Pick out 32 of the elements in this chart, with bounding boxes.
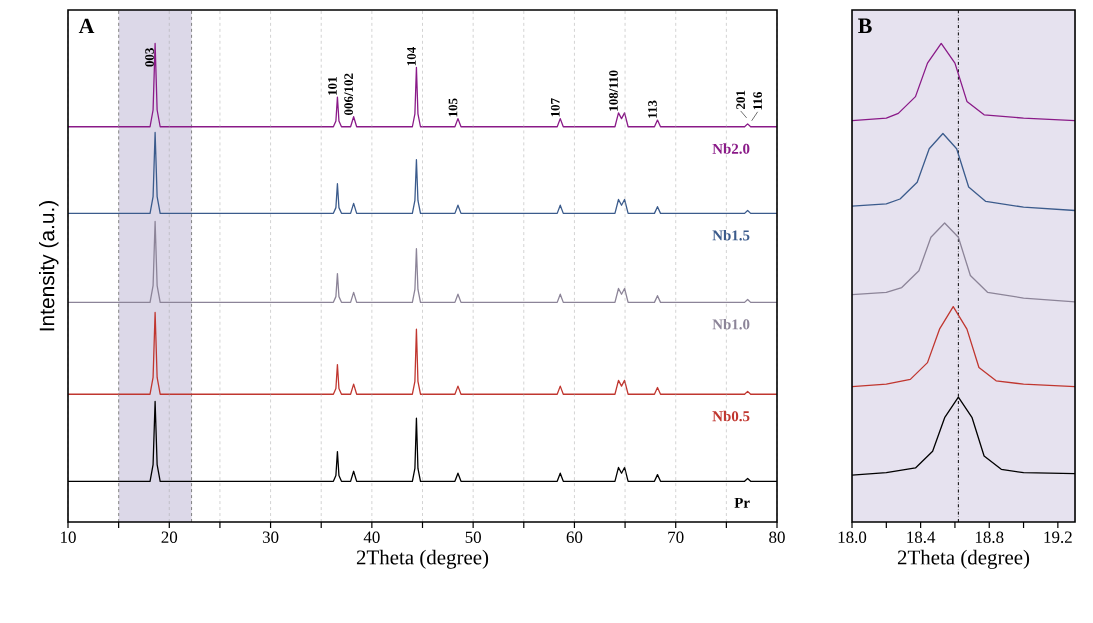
x-tick-label: 18.8 bbox=[975, 531, 1004, 543]
x-tick-label: 70 bbox=[668, 531, 684, 543]
x-tick-label: 60 bbox=[566, 531, 583, 543]
annotation: 107 bbox=[550, 98, 560, 117]
annotation: 101 bbox=[328, 77, 337, 95]
series-label: Nb1.0 bbox=[712, 318, 750, 330]
series-label: Nb1.5 bbox=[712, 229, 750, 241]
x-tick-label: 20 bbox=[161, 531, 178, 543]
y-axis-title: Intensity (a.u.) bbox=[39, 201, 59, 331]
annotation: 201 bbox=[736, 90, 746, 109]
x-tick-label: 30 bbox=[262, 531, 279, 543]
x-tick-label: 19.2 bbox=[1044, 531, 1072, 543]
annotation: 116 bbox=[753, 92, 762, 110]
annotation: 104 bbox=[407, 47, 416, 66]
x-tick-label: 50 bbox=[465, 531, 481, 543]
annotation: 006/102 bbox=[344, 73, 354, 116]
annotation: 113 bbox=[648, 100, 657, 118]
annotation: 105 bbox=[448, 98, 458, 117]
x-tick-label: 10 bbox=[61, 531, 76, 543]
x-tick-label: 80 bbox=[769, 531, 785, 543]
chart-title: A bbox=[78, 18, 95, 34]
series-label: Pr bbox=[734, 497, 750, 508]
x-tick-label: 40 bbox=[363, 531, 380, 543]
series-label: Nb0.5 bbox=[712, 410, 750, 422]
x-tick-label: 18.0 bbox=[838, 531, 867, 543]
annotation: 003 bbox=[145, 48, 154, 67]
series-label: Nb2.0 bbox=[712, 143, 750, 154]
x-tick-label: 18.4 bbox=[907, 531, 936, 543]
annotation: 108/110 bbox=[609, 70, 618, 111]
x-axis-title: 2Theta (degree) bbox=[897, 549, 1030, 569]
x-axis-title: 2Theta (degree) bbox=[356, 549, 489, 569]
chart-title: B bbox=[858, 18, 872, 34]
